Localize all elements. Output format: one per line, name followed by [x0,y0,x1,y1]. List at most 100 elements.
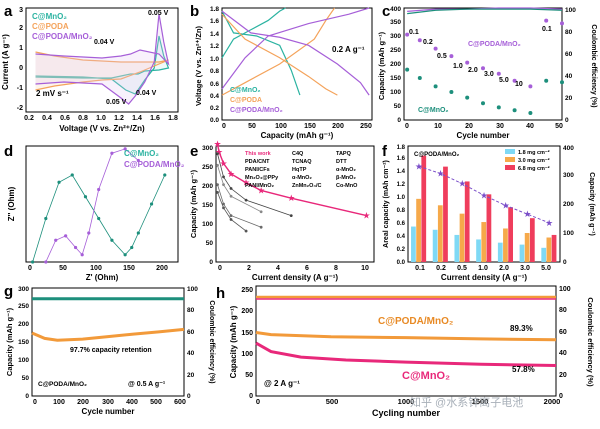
legend-e-item: TCNAQ [292,159,312,165]
rate-point-poda-mno2 [449,54,454,59]
legend-f: 1.8 mg cm⁻² 3.0 mg cm⁻² 6.8 mg cm⁻² [505,149,550,172]
ytick-b: 0.8 [210,68,219,75]
ylabel-a: Current (A g⁻¹) [1,34,10,90]
ytick-f: 1.6 [397,156,406,162]
gcd-curve [221,10,301,96]
xtick-g: 100 [53,399,65,406]
compare-point [216,163,219,167]
legend-d-mno2: C@MnO₂ [124,149,159,158]
areal-bar [529,218,535,262]
ce-line-mno2 [407,8,563,15]
rate-point-poda-mno2 [512,78,517,83]
y2tick-g: 20 [187,372,195,379]
panel-letter-d: d [4,143,13,160]
eis-fit-mno2 [32,174,166,263]
y2tick-c: 80 [565,29,573,36]
legend-e-item: C4Q [292,151,304,157]
legend-e-item: PDA/CNT [245,159,270,165]
areal-bar [519,244,525,262]
ytick-c: 100 [390,89,401,96]
compare-line [217,165,262,213]
gcd-curve [221,7,286,59]
chart-area-c [405,7,564,115]
y2ticks-g: 0 20 40 60 80 100 [187,286,198,400]
ytick-c: 200 [390,61,401,68]
xtick-a: 0.2 [24,115,34,122]
gcd-curve [221,7,335,96]
compare-point: ★ [213,139,221,149]
xtick-e: 8 [334,265,338,272]
panel-c: c C@PODA/MnO₂ C@MnO₂ 0.1 0.2 0.5 1.0 2.0… [377,3,597,140]
xlabel-c: Cycle number [457,131,510,140]
ytick-h: 0 [249,393,253,400]
xtick-a: 1.6 [150,115,160,122]
xlabel-f: Current density (A g⁻¹) [441,273,527,282]
xlabel-g: Cycle number [82,407,135,416]
legend-e-item: This work [245,151,272,157]
rate-point-poda-mno2 [405,32,410,37]
xtick-a: 1.2 [114,115,124,122]
compare-point: ★ [362,211,370,221]
areal-bar [503,228,508,262]
ytick-f: 0.6 [397,221,406,227]
ytick-f: 0.4 [397,234,406,240]
ytick-b: 1.0 [210,56,219,63]
ytick-a: -1 [17,85,23,92]
rate-point-poda-mno2 [528,84,533,89]
ytick-f: 0.2 [397,247,406,253]
y2ticks-c: 0 20 40 60 80 100 [565,7,576,124]
capacity-trace-g [31,327,185,342]
rate-label: 5.0 [499,77,509,84]
compare-point [259,225,263,229]
y2label-g: Coulombic efficiency (%) [208,300,215,383]
xlabel-a: Voltage (V vs. Zn²⁺/Zn) [59,124,145,133]
plot-frame-d [25,145,179,263]
legend-b-poda: C@PODA [230,97,262,104]
ytick-a: 0 [19,65,23,72]
compare-point [259,210,263,214]
peak-label-a2: 0.04 V [94,39,115,46]
capacity-star: ★ [437,169,445,179]
compare-point [229,187,233,190]
ytick-a: 1 [19,45,23,52]
plot-frame-b [221,7,373,121]
ytick-e: 100 [202,221,213,228]
ytick-b: 0.4 [210,93,219,100]
capacity-star: ★ [480,190,488,200]
chart-area-f: ★ ★ ★ ★ ★ ★ ★ [411,155,557,262]
ytick-c: 50 [394,103,402,110]
capacity-star: ★ [545,218,553,228]
plot-frame-h [255,285,557,397]
xtick-f: 1.0 [478,265,488,272]
ytick-e: 0 [209,259,213,266]
legend-e-item: PANI/MnO₂ [245,183,274,189]
compare-point [289,214,293,218]
rate-point-mno2 [433,84,438,89]
y2tick-c: 60 [565,51,573,58]
ytick-h: 100 [241,351,253,358]
ytick-g: 0 [25,393,29,400]
xtick-h: 2000 [544,397,561,406]
xtick-c: 40 [526,123,534,130]
y2ticks-f: 0 100 200 300 400 [563,145,574,266]
xtick-f: 3.0 [520,265,530,272]
retention-h1: 89.3% [510,324,533,333]
xtick-b: 0 [222,123,226,130]
rate-point-mno2 [496,105,501,110]
ytick-f: 1.2 [397,182,406,188]
ytick-a: -2 [17,105,23,112]
compare-point [229,194,233,198]
areal-bar [541,247,547,262]
areal-bar [551,234,557,262]
capacity-trace-h-mno2 [255,341,557,368]
y2tick-c: 40 [565,73,573,80]
ytick-b: 0.2 [210,105,219,112]
areal-bar [437,205,443,262]
rate-point-poda-mno2 [433,46,438,51]
rate-point-mno2 [405,67,410,72]
xlabel-h: Cycling number [372,408,441,418]
rate-point-mno2 [560,80,564,85]
xtick-c: 0 [405,123,409,130]
legend-f-swatch [505,157,515,162]
legend-a-poda-mno2: C@PODA/MnO₂ [32,32,93,41]
